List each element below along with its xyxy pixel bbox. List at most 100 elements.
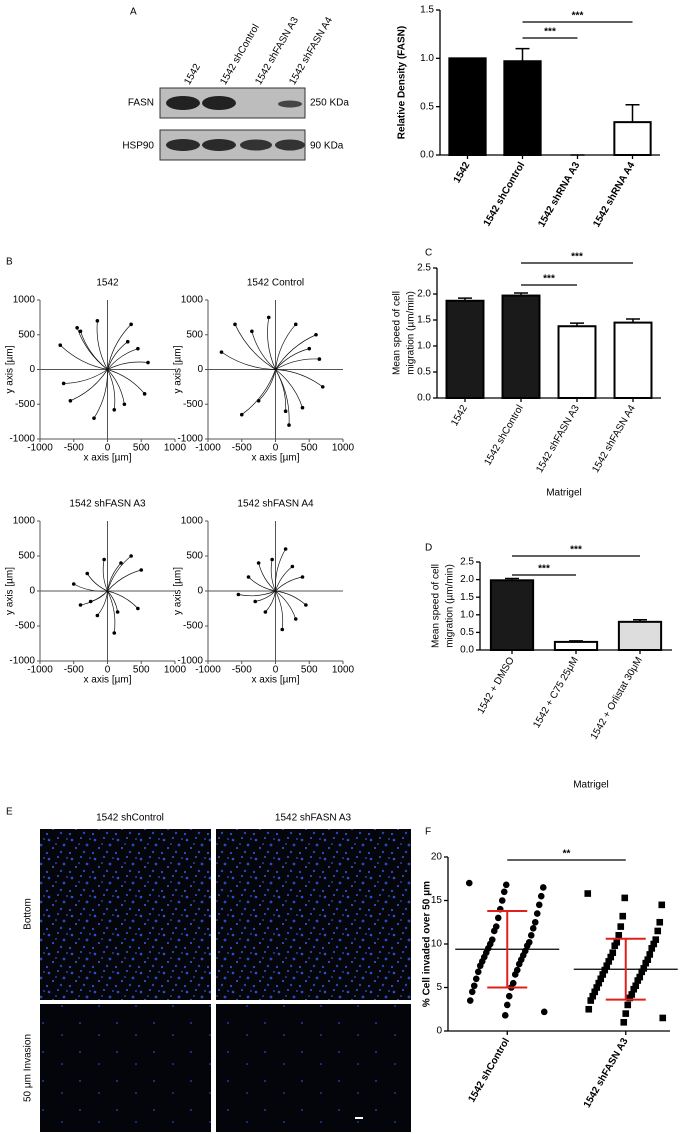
- bar: [617, 620, 663, 652]
- bar: [613, 321, 653, 400]
- data-point: [502, 881, 510, 889]
- y-axis-label: y axis [µm]: [5, 567, 16, 615]
- row-label: HSP90: [122, 141, 154, 152]
- error-bar: [514, 292, 528, 296]
- column-label: 1542 shControl: [96, 813, 164, 824]
- blot-band: [166, 139, 200, 151]
- y-tick-label: -500: [183, 399, 203, 410]
- track-end: [246, 575, 251, 579]
- x-axis-label: x axis [µm]: [84, 453, 132, 464]
- significance-label: ***: [543, 274, 555, 285]
- data-point: [591, 988, 599, 996]
- track: [107, 369, 145, 395]
- data-point: [658, 901, 666, 909]
- data-point: [620, 1019, 628, 1026]
- y-tick-label: 500: [18, 329, 35, 340]
- track: [107, 324, 132, 370]
- y-tick-label: 1000: [181, 516, 204, 527]
- x-tick-label: 1542 shControl: [466, 1036, 512, 1104]
- data-point: [624, 1001, 632, 1009]
- y-tick-label: 1000: [13, 295, 36, 306]
- track: [275, 348, 310, 370]
- data-point: [613, 938, 621, 946]
- track-end: [92, 416, 96, 420]
- track-end: [293, 322, 298, 327]
- y-tick-label: -500: [15, 399, 35, 410]
- track: [63, 369, 108, 384]
- bar: [445, 299, 485, 400]
- sd-bar: [605, 937, 646, 1001]
- track-end: [266, 315, 271, 320]
- panel-label: C: [425, 248, 432, 259]
- blot-band: [166, 96, 200, 110]
- data-point: [593, 984, 601, 991]
- y-tick-label: -1000: [9, 434, 35, 445]
- y-tick-label: 0: [29, 586, 35, 597]
- column-label: 1542 shFASN A3: [275, 813, 352, 824]
- chart-title: 1542 Control: [247, 278, 304, 289]
- row-label: 50 μm Invasion: [23, 1034, 34, 1102]
- y-tick-label: 1.5: [460, 592, 474, 603]
- micrograph: [216, 829, 411, 1000]
- y-tick-label: -1000: [177, 434, 203, 445]
- track: [241, 369, 276, 415]
- track: [275, 358, 320, 370]
- data-point: [628, 991, 636, 998]
- track-end: [239, 412, 244, 417]
- track-end: [78, 329, 83, 334]
- data-point: [611, 942, 619, 950]
- x-tick-label: -1000: [195, 665, 221, 676]
- track: [275, 576, 303, 592]
- bar: [489, 579, 535, 652]
- track: [258, 369, 276, 402]
- data-point: [465, 879, 473, 887]
- y-tick-label: 0: [436, 1026, 442, 1037]
- track: [107, 590, 116, 634]
- track: [107, 369, 125, 405]
- data-point: [472, 975, 480, 983]
- x-tick-label: 0: [105, 443, 111, 454]
- data-point: [632, 982, 640, 990]
- panel-label: D: [425, 543, 432, 554]
- track-end: [314, 332, 318, 337]
- track: [275, 324, 297, 370]
- bar: [501, 294, 541, 399]
- micrograph: [40, 1004, 211, 1132]
- data-point: [585, 1005, 593, 1013]
- data-point: [539, 884, 547, 891]
- data-point: [503, 1001, 511, 1009]
- track: [107, 369, 116, 410]
- track: [93, 369, 108, 419]
- error-bar: [458, 297, 472, 301]
- y-tick-label: 1.0: [420, 53, 434, 64]
- y-tick-label: 0.5: [460, 627, 474, 638]
- track-end: [293, 617, 298, 621]
- track: [275, 369, 290, 426]
- y-axis-label: % Cell invaded over 50 μm: [422, 881, 433, 1007]
- x-tick-label: -1000: [27, 443, 53, 454]
- track-end: [320, 385, 325, 389]
- y-axis-label: migration (µm/min): [445, 564, 456, 648]
- y-axis-label: Mean speed of cell: [392, 291, 403, 375]
- data-point: [619, 912, 627, 920]
- y-axis-label: y axis [µm]: [173, 567, 184, 615]
- track: [275, 590, 284, 630]
- y-tick-label: 0.5: [420, 101, 434, 112]
- x-tick-label: -500: [232, 665, 252, 676]
- track-end: [300, 575, 305, 579]
- y-tick-label: 0: [197, 364, 203, 375]
- track-end: [290, 564, 295, 569]
- track-end: [139, 568, 144, 572]
- x-tick-label: -500: [64, 665, 84, 676]
- y-tick-label: 1.0: [417, 341, 431, 352]
- y-tick-label: 15: [431, 895, 443, 906]
- track-end: [75, 326, 79, 330]
- track-end: [304, 603, 308, 607]
- track-end: [317, 357, 322, 361]
- track-end: [236, 592, 241, 597]
- scale-bar: [355, 1117, 363, 1119]
- y-tick-label: 0.0: [417, 393, 431, 404]
- data-point: [587, 997, 595, 1004]
- x-tick-label: 1000: [164, 665, 187, 676]
- track: [255, 590, 276, 602]
